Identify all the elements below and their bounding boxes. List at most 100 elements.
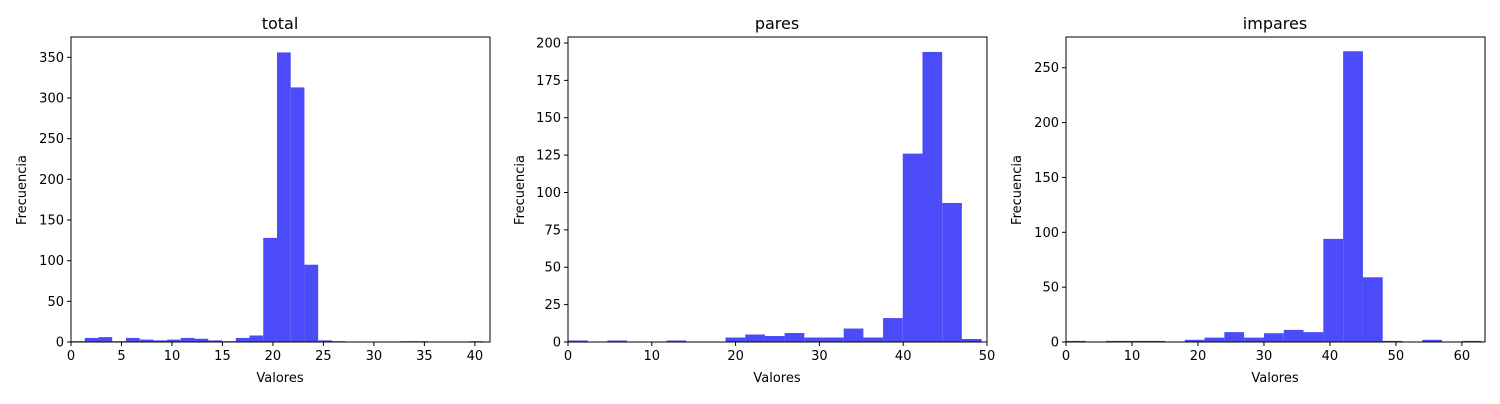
histogram-bar <box>961 339 982 342</box>
histogram-bar <box>249 335 264 342</box>
histogram-bar <box>167 339 181 342</box>
y-tick-label: 100 <box>39 254 64 269</box>
x-tick-label: 40 <box>467 349 484 364</box>
histogram-bar <box>922 51 943 342</box>
x-tick-label: 40 <box>895 349 912 364</box>
chart-title: total <box>262 14 299 33</box>
histogram-bar <box>1422 339 1443 342</box>
y-tick-label: 250 <box>39 132 64 147</box>
histogram-bar <box>824 337 844 342</box>
histogram-bar <box>1204 337 1225 342</box>
histogram-bar <box>843 328 864 342</box>
histogram-bar <box>666 340 687 342</box>
x-tick-label: 40 <box>1322 349 1339 364</box>
chart-title: impares <box>1243 14 1307 33</box>
histogram-bar <box>1263 333 1284 342</box>
histogram-panel-pares: pares 0 10 20 30 40 50 0 25 50 75 100 125 150 175 200… <box>513 14 995 386</box>
y-tick-label: 100 <box>1034 226 1059 241</box>
histogram-bar <box>745 334 765 342</box>
histogram-bar <box>863 337 884 342</box>
y-tick-label: 150 <box>536 111 561 126</box>
histogram-bar <box>1303 332 1324 342</box>
x-tick-label: 20 <box>265 349 282 364</box>
histogram-bar <box>276 52 291 342</box>
histogram-bar <box>1362 277 1383 342</box>
x-tick-label: 20 <box>727 349 744 364</box>
chart-title: pares <box>755 14 799 33</box>
bar-group <box>71 52 483 343</box>
histogram-bar <box>725 337 746 342</box>
x-tick-label: 30 <box>1256 349 1273 364</box>
x-axis-ticks: 0 5 10 15 20 25 30 35 40 <box>67 342 483 364</box>
histogram-panel-impares: impares 0 10 20 30 40 50 60 0 50 100 150 200 250 Va… <box>1010 14 1486 386</box>
histogram-bar <box>607 340 628 342</box>
y-axis-ticks: 0 25 50 75 100 125 150 175 200 <box>536 36 568 351</box>
histogram-panel-total: total 0 5 10 15 20 25 30 35 40 0 50 100 150 200 250 30… <box>15 14 491 386</box>
x-tick-label: 60 <box>1454 349 1471 364</box>
histogram-bar <box>1145 340 1165 342</box>
plot-frame <box>70 36 491 343</box>
y-tick-label: 50 <box>544 261 561 276</box>
histogram-bar <box>180 337 195 342</box>
x-tick-label: 15 <box>214 349 231 364</box>
histogram-bar <box>1224 332 1245 342</box>
histogram-bar <box>764 336 785 342</box>
y-axis-label: Frecuencia <box>1010 155 1025 225</box>
x-tick-label: 35 <box>416 349 433 364</box>
x-tick-label: 30 <box>811 349 828 364</box>
histogram-bar <box>290 87 305 343</box>
y-tick-label: 150 <box>39 214 64 229</box>
y-axis-ticks: 0 50 100 150 200 250 <box>1034 61 1066 351</box>
plot-frame <box>1065 36 1486 343</box>
y-tick-label: 200 <box>1034 116 1059 131</box>
x-tick-label: 30 <box>366 349 383 364</box>
histogram-bar <box>1244 337 1264 342</box>
x-axis-ticks: 0 10 20 30 40 50 60 <box>1062 342 1470 364</box>
y-tick-label: 200 <box>536 36 561 51</box>
histogram-bar <box>942 202 962 342</box>
y-tick-label: 150 <box>1034 171 1059 186</box>
y-axis-ticks: 0 50 100 150 200 250 300 350 <box>39 51 71 351</box>
y-tick-label: 350 <box>39 51 64 66</box>
histogram-bar <box>1461 340 1482 342</box>
histogram-bar <box>1125 340 1146 342</box>
histogram-bar <box>235 337 250 342</box>
histogram-bar <box>153 340 168 342</box>
histogram-bar <box>1323 238 1344 342</box>
y-tick-label: 50 <box>1042 281 1059 296</box>
y-tick-label: 175 <box>536 74 561 89</box>
x-axis-label: Valores <box>753 371 800 386</box>
x-tick-label: 25 <box>315 349 332 364</box>
histogram-bar <box>1105 340 1126 342</box>
y-tick-label: 0 <box>553 336 561 351</box>
histogram-bar <box>1066 340 1086 342</box>
histogram-bar <box>263 237 277 342</box>
x-tick-label: 0 <box>1062 349 1070 364</box>
histogram-bar <box>304 264 319 342</box>
y-tick-label: 300 <box>39 92 64 107</box>
x-tick-label: 50 <box>1388 349 1405 364</box>
plot-frame <box>567 36 988 343</box>
histogram-bar <box>125 337 140 342</box>
x-axis-label: Valores <box>256 371 303 386</box>
histogram-bar <box>1184 339 1205 342</box>
histogram-bar <box>902 153 923 342</box>
histogram-bar <box>84 337 99 342</box>
y-tick-label: 125 <box>536 149 561 164</box>
y-tick-label: 50 <box>47 295 64 310</box>
histogram-bar <box>784 333 805 342</box>
histogram-bar <box>208 340 223 342</box>
x-tick-label: 10 <box>644 349 661 364</box>
x-tick-label: 5 <box>117 349 125 364</box>
x-tick-label: 10 <box>1124 349 1141 364</box>
y-tick-label: 0 <box>56 336 64 351</box>
histogram-bar <box>804 337 825 342</box>
histogram-bar <box>1343 51 1363 342</box>
y-tick-label: 0 <box>1051 336 1059 351</box>
bar-group <box>568 51 982 342</box>
x-axis-ticks: 0 10 20 30 40 50 <box>564 342 995 364</box>
histogram-bar <box>98 337 113 342</box>
y-tick-label: 75 <box>544 223 561 238</box>
